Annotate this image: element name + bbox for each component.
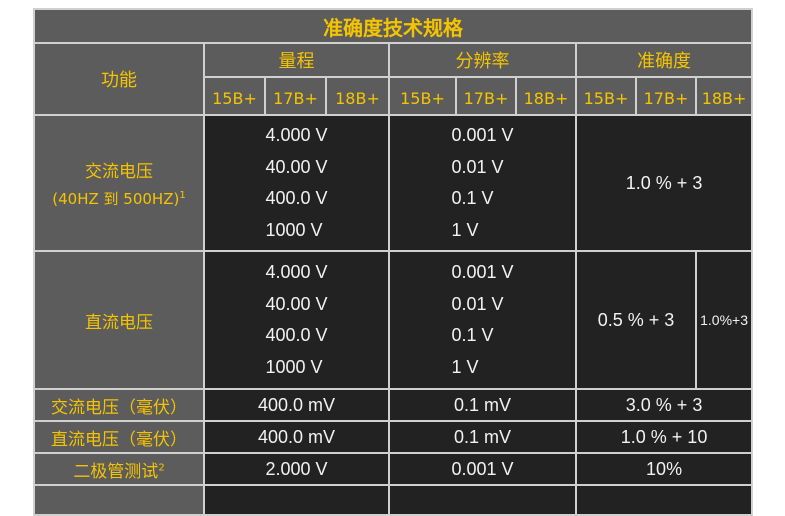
model-header: 15B+ — [575, 76, 637, 116]
range-value: 4.000 V — [265, 262, 328, 282]
function-cell: 直流电压（毫伏） — [33, 420, 205, 454]
header-range: 量程 — [203, 42, 390, 78]
table-row: 直流电压 4.000 V 40.00 V 400.0 V 1000 V 0.00… — [33, 250, 754, 390]
table-row: 交流电压（毫伏） 400.0 mV 0.1 mV 3.0 % + 3 — [33, 388, 754, 422]
range-value: 400.0 V — [265, 325, 328, 345]
range-value: 1000 V — [265, 356, 323, 377]
header-function: 功能 — [33, 42, 205, 116]
model-header: 17B+ — [635, 76, 697, 116]
model-header: 18B+ — [515, 76, 577, 116]
resolution-value: 0.001 V — [451, 125, 514, 145]
model-header: 18B+ — [325, 76, 390, 116]
accuracy-spec-table: 准确度技术规格 功能 量程 分辨率 准确度 15B+ 17B+ 18B+ 15B… — [32, 8, 754, 516]
function-note: (40HZ 到 500HZ)1 — [52, 190, 186, 208]
resolution-value: 1 V — [451, 356, 479, 377]
resolution-value: 0.1 V — [451, 188, 494, 208]
function-cell: 直流电压 — [33, 250, 205, 390]
resolution-cell: 0.001 V 0.01 V 0.1 V 1 V — [388, 114, 577, 252]
accuracy-cell: 1.0 % + 3 — [574, 114, 754, 252]
table-title: 准确度技术规格 — [32, 8, 754, 44]
resolution-cell: 0.1 mV — [388, 388, 577, 422]
model-header: 15B+ — [388, 76, 457, 116]
function-cell: 交流电压 (40HZ 到 500HZ)1 — [33, 114, 205, 252]
model-header: 15B+ — [203, 76, 266, 116]
function-cell — [33, 484, 205, 516]
resolution-value: 0.1 V — [451, 325, 494, 345]
range-cell: 400.0 mV — [203, 388, 390, 422]
range-value: 4.000 V — [265, 125, 328, 145]
range-cell — [203, 484, 390, 516]
range-value: 40.00 V — [265, 293, 328, 314]
resolution-value: 0.01 V — [451, 293, 504, 314]
resolution-cell: 0.1 mV — [388, 420, 577, 454]
resolution-value: 0.001 V — [451, 262, 514, 282]
accuracy-cell-18b: 1.0%+3 — [694, 250, 754, 390]
header-resolution: 分辨率 — [388, 42, 577, 78]
table-row: 二极管测试2 2.000 V 0.001 V 10% — [33, 452, 754, 486]
range-value: 400.0 V — [265, 188, 328, 208]
accuracy-cell — [574, 484, 754, 516]
accuracy-cell: 3.0 % + 3 — [574, 388, 754, 422]
range-cell: 4.000 V 40.00 V 400.0 V 1000 V — [203, 114, 390, 252]
resolution-cell — [388, 484, 577, 516]
function-label: 交流电压 — [85, 162, 153, 182]
table-row — [33, 484, 754, 516]
range-cell: 4.000 V 40.00 V 400.0 V 1000 V — [203, 250, 390, 390]
model-header: 18B+ — [694, 76, 754, 116]
function-cell: 交流电压（毫伏） — [33, 388, 205, 422]
accuracy-cell: 1.0 % + 10 — [574, 420, 754, 454]
range-cell: 2.000 V — [203, 452, 390, 486]
model-header: 17B+ — [264, 76, 327, 116]
table-row: 直流电压（毫伏） 400.0 mV 0.1 mV 1.0 % + 10 — [33, 420, 754, 454]
resolution-cell: 0.001 V 0.01 V 0.1 V 1 V — [388, 250, 577, 390]
accuracy-cell: 10% — [574, 452, 754, 486]
resolution-value: 1 V — [451, 219, 479, 240]
accuracy-cell: 0.5 % + 3 — [575, 250, 697, 390]
resolution-cell: 0.001 V — [388, 452, 577, 486]
header-accuracy: 准确度 — [574, 42, 754, 78]
table-row: 交流电压 (40HZ 到 500HZ)1 4.000 V 40.00 V 400… — [33, 114, 754, 252]
range-cell: 400.0 mV — [203, 420, 390, 454]
resolution-value: 0.01 V — [451, 156, 504, 177]
range-value: 40.00 V — [265, 156, 328, 177]
model-header: 17B+ — [455, 76, 517, 116]
function-cell: 二极管测试2 — [33, 452, 205, 486]
range-value: 1000 V — [265, 219, 323, 240]
